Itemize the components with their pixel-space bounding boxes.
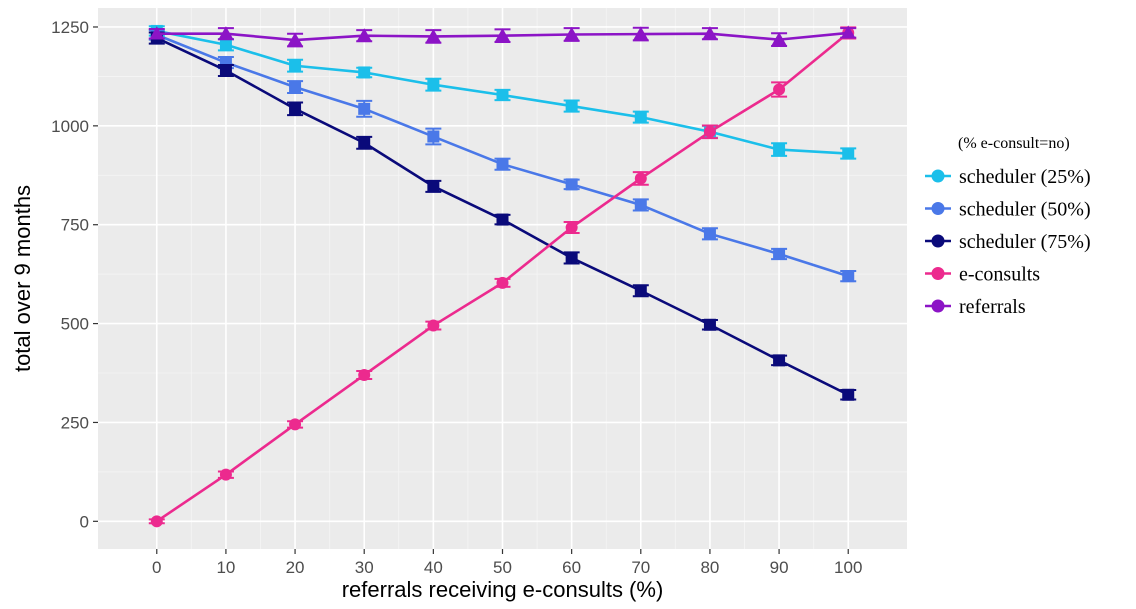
x-tick-label: 60 [562,558,581,577]
legend-title: (% e-consult=no) [958,135,1070,152]
x-tick-label: 50 [493,558,512,577]
x-tick-label: 100 [834,558,862,577]
data-point [356,28,372,42]
data-point [427,319,440,332]
data-point [496,89,509,102]
x-tick-label: 90 [770,558,789,577]
data-point [840,25,856,39]
legend-label: scheduler (75%) [959,231,1091,253]
data-point [634,111,647,124]
data-point [289,102,302,115]
x-axis: 0 10 20 30 40 50 60 70 80 90 100 [152,549,862,577]
legend: (% e-consult=no) scheduler (25%)schedule… [925,135,1091,318]
data-point [149,26,165,40]
legend-key-marker [931,169,945,183]
x-axis-title: referrals receiving e-consults (%) [342,577,664,602]
data-point [703,125,716,138]
data-point [842,147,855,160]
x-tick-label: 40 [424,558,443,577]
grid-major [98,8,907,549]
legend-key-marker [931,202,945,215]
data-point [842,388,855,401]
y-tick-label: 1000 [51,117,89,136]
legend-label: scheduler (25%) [959,166,1091,188]
data-point [358,102,371,115]
data-point [219,468,232,481]
data-point [703,227,716,240]
legend-item: e-consults [925,264,1040,286]
data-point [773,354,786,367]
data-point [842,270,855,283]
y-axis-title: total over 9 months [10,185,35,372]
legend-item: scheduler (75%) [925,231,1091,253]
x-tick-label: 70 [631,558,650,577]
series-scheduler-50 [148,28,857,283]
data-point [219,64,232,77]
data-point [703,318,716,331]
data-point [289,81,302,94]
data-point [358,368,371,381]
x-tick-label: 80 [700,558,719,577]
y-tick-label: 750 [61,216,89,235]
y-axis: 0 250 500 750 1000 1250 [51,18,98,531]
legend-label: e-consults [959,264,1040,286]
legend-label: scheduler (50%) [959,199,1091,221]
data-point [565,100,578,113]
x-tick-label: 30 [355,558,374,577]
data-point [496,213,509,226]
data-point [150,515,163,528]
data-point [495,28,510,42]
data-point [425,28,441,43]
data-point [427,78,440,91]
data-point [427,180,440,193]
data-point [565,178,578,191]
y-tick-label: 250 [61,413,89,432]
series-layer [148,24,857,528]
data-point [358,66,371,79]
legend-item: referrals [925,296,1026,318]
data-point [289,418,302,431]
legend-label: referrals [959,296,1026,318]
data-point [219,38,232,51]
data-point [358,136,371,149]
data-point [564,26,580,41]
legend-item: scheduler (50%) [925,199,1091,221]
legend-key-marker [931,267,945,280]
y-tick-label: 0 [80,512,89,531]
data-point [427,130,440,143]
data-point [771,32,787,46]
data-point [287,32,303,46]
data-point [773,143,786,156]
data-point [633,26,649,40]
data-point [565,251,578,264]
x-tick-label: 10 [216,558,235,577]
y-tick-label: 500 [61,315,89,334]
data-point [289,59,302,72]
data-point [218,26,234,40]
data-point [634,172,647,185]
data-point [565,221,578,234]
y-tick-label: 1250 [51,18,89,37]
data-point [496,276,509,289]
x-tick-label: 0 [152,558,161,577]
series-referrals [148,25,857,48]
data-point [634,284,647,297]
data-point [702,26,718,40]
data-point [773,247,786,260]
data-point [634,198,647,211]
legend-items: scheduler (25%) scheduler (50%) scheduler … [925,166,1091,318]
data-point [773,83,786,96]
x-tick-label: 20 [286,558,305,577]
legend-key-marker [931,299,945,313]
legend-item: scheduler (25%) [925,166,1091,188]
legend-key-marker [931,234,945,248]
data-point [496,158,509,171]
